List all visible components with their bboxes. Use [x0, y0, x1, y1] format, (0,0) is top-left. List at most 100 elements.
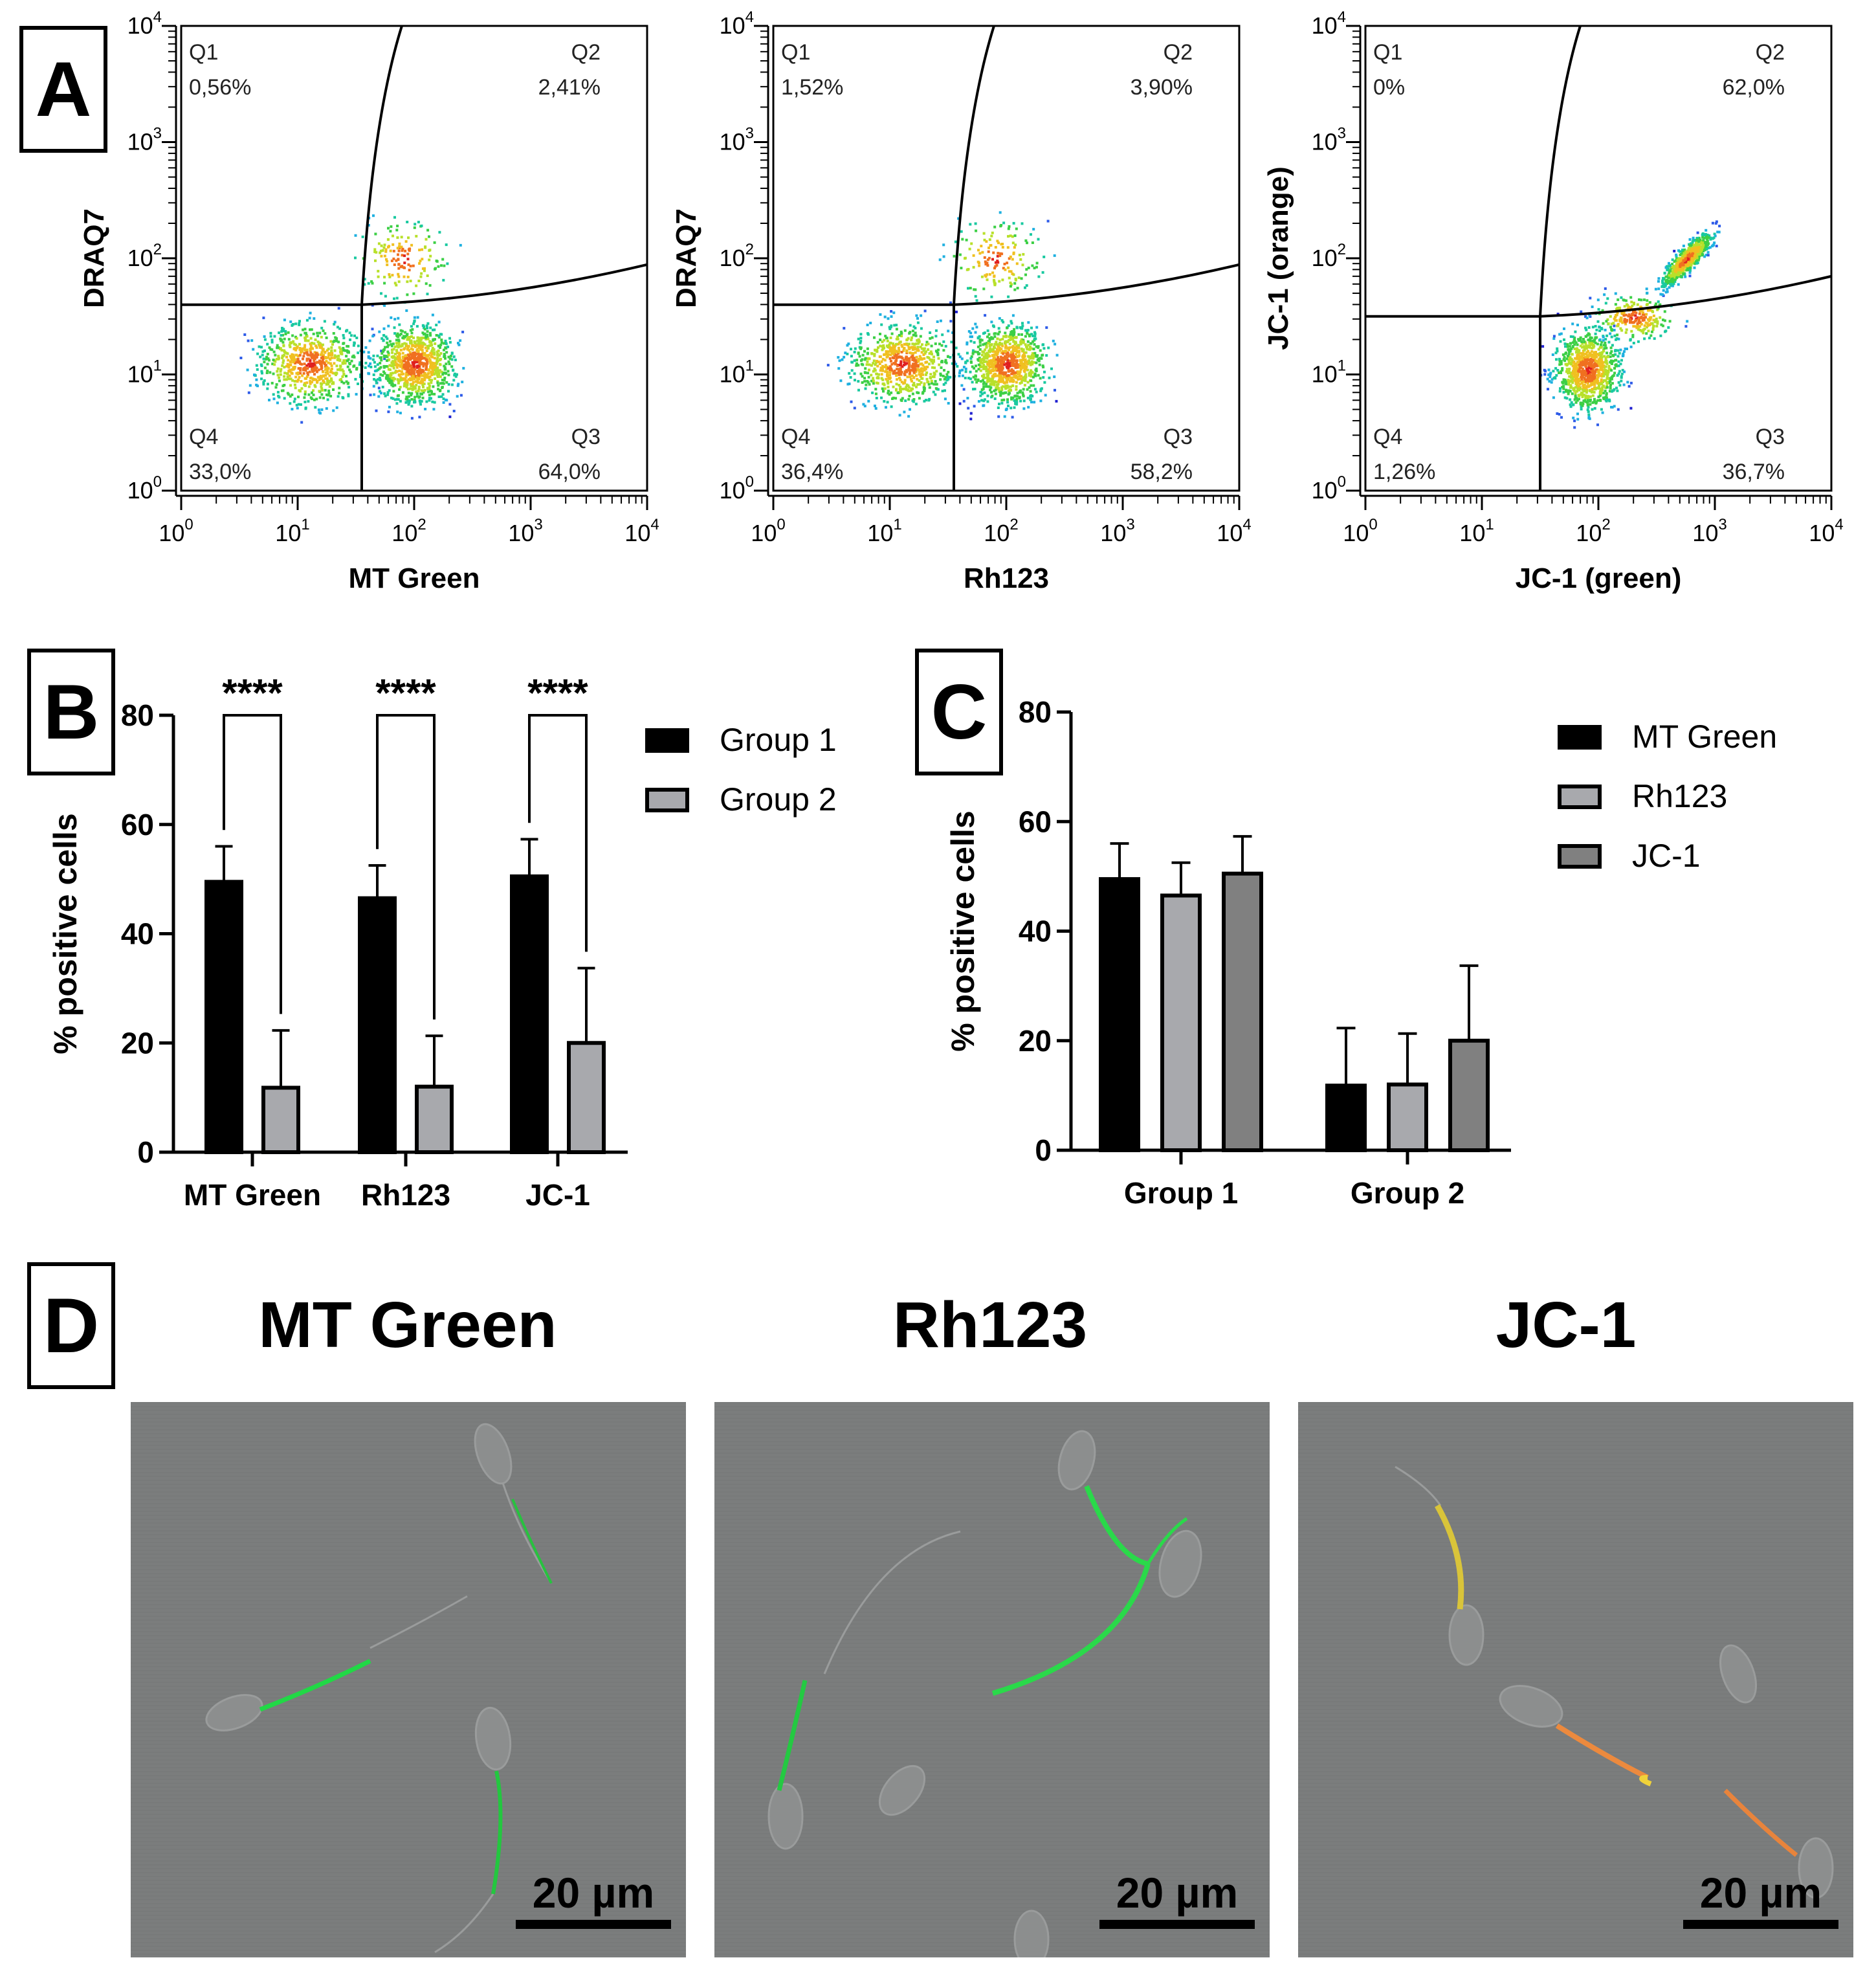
- event-dot: [971, 351, 975, 355]
- event-dot: [436, 366, 439, 370]
- event-dot: [407, 236, 410, 239]
- event-dot: [388, 389, 391, 392]
- event-dot: [967, 377, 970, 380]
- event-dot: [379, 390, 382, 393]
- event-dot: [1558, 333, 1561, 336]
- event-dot: [999, 362, 1002, 365]
- event-dot: [979, 369, 982, 372]
- event-dot: [991, 258, 994, 261]
- event-dot: [1586, 403, 1589, 406]
- event-dot: [412, 292, 415, 295]
- event-dot: [413, 360, 416, 363]
- event-dot: [1563, 327, 1565, 330]
- event-dot: [969, 357, 973, 360]
- event-dot: [1550, 378, 1554, 381]
- event-dot: [352, 344, 355, 347]
- event-dot: [398, 323, 401, 326]
- event-dot: [846, 383, 850, 386]
- event-dot: [438, 359, 441, 362]
- event-dot: [1595, 353, 1598, 356]
- event-dot: [370, 366, 373, 368]
- event-dot: [1019, 389, 1022, 392]
- event-dot: [936, 348, 940, 351]
- event-dot: [1030, 357, 1032, 360]
- event-dot: [310, 328, 313, 331]
- event-dot: [1579, 351, 1582, 355]
- event-dot: [426, 274, 429, 277]
- event-dot: [1587, 332, 1590, 335]
- event-dot: [292, 342, 296, 346]
- event-dot: [1597, 348, 1600, 351]
- event-dot: [276, 367, 280, 370]
- event-dot: [373, 378, 376, 381]
- event-dot: [424, 408, 427, 410]
- event-dot: [296, 354, 300, 357]
- event-dot: [1010, 372, 1013, 375]
- event-dot: [328, 357, 331, 360]
- event-dot: [406, 358, 410, 361]
- event-dot: [935, 383, 938, 386]
- event-dot: [390, 260, 393, 262]
- event-dot: [428, 386, 431, 390]
- event-dot: [978, 348, 982, 351]
- event-dot: [398, 356, 401, 359]
- event-dot: [1569, 403, 1572, 406]
- event-dot: [435, 324, 438, 327]
- event-dot: [902, 349, 905, 352]
- event-dot: [970, 242, 973, 245]
- event-dot: [1552, 370, 1555, 373]
- event-dot: [986, 375, 989, 378]
- event-dot: [437, 320, 441, 324]
- event-dot: [404, 373, 408, 376]
- event-dot: [883, 383, 886, 386]
- event-dot: [890, 351, 894, 355]
- event-dot: [1580, 310, 1583, 313]
- event-dot: [423, 357, 426, 360]
- event-dot: [989, 347, 992, 350]
- event-dot: [955, 310, 958, 313]
- event-dot: [1598, 357, 1602, 360]
- event-dot: [1576, 343, 1579, 346]
- event-dot: [863, 350, 866, 353]
- event-dot: [857, 380, 860, 383]
- event-dot: [304, 407, 307, 410]
- event-dot: [312, 394, 315, 397]
- event-dot: [309, 342, 312, 346]
- event-dot: [988, 246, 990, 249]
- event-dot: [1604, 379, 1607, 383]
- event-dot: [914, 370, 918, 373]
- event-dot: [929, 337, 932, 340]
- event-dot: [295, 353, 298, 357]
- event-dot: [843, 327, 846, 330]
- event-dot: [1612, 389, 1615, 392]
- event-dot: [991, 394, 994, 397]
- event-dot: [907, 346, 910, 349]
- event-dot: [292, 348, 296, 351]
- event-dot: [944, 381, 947, 384]
- event-dot: [938, 363, 941, 366]
- event-dot: [291, 408, 294, 411]
- event-dot: [942, 374, 945, 377]
- event-dot: [1604, 328, 1607, 331]
- event-dot: [270, 340, 274, 344]
- event-dot: [406, 400, 409, 403]
- event-dot: [892, 370, 896, 373]
- event-dot: [402, 377, 405, 380]
- event-dot: [383, 372, 386, 375]
- event-dot: [298, 346, 302, 350]
- event-dot: [1543, 373, 1547, 376]
- event-dot: [1600, 380, 1603, 383]
- event-dot: [988, 349, 991, 352]
- event-dot: [305, 364, 309, 367]
- event-dot: [375, 379, 378, 382]
- event-dot: [1009, 333, 1012, 337]
- event-dot: [1033, 335, 1037, 338]
- event-dot: [313, 384, 316, 387]
- event-dot: [423, 353, 426, 357]
- event-dot: [982, 287, 986, 291]
- event-dot: [1578, 379, 1582, 383]
- event-dot: [276, 373, 280, 377]
- event-dot: [305, 357, 309, 361]
- event-dot: [428, 340, 432, 344]
- event-dot: [309, 380, 312, 383]
